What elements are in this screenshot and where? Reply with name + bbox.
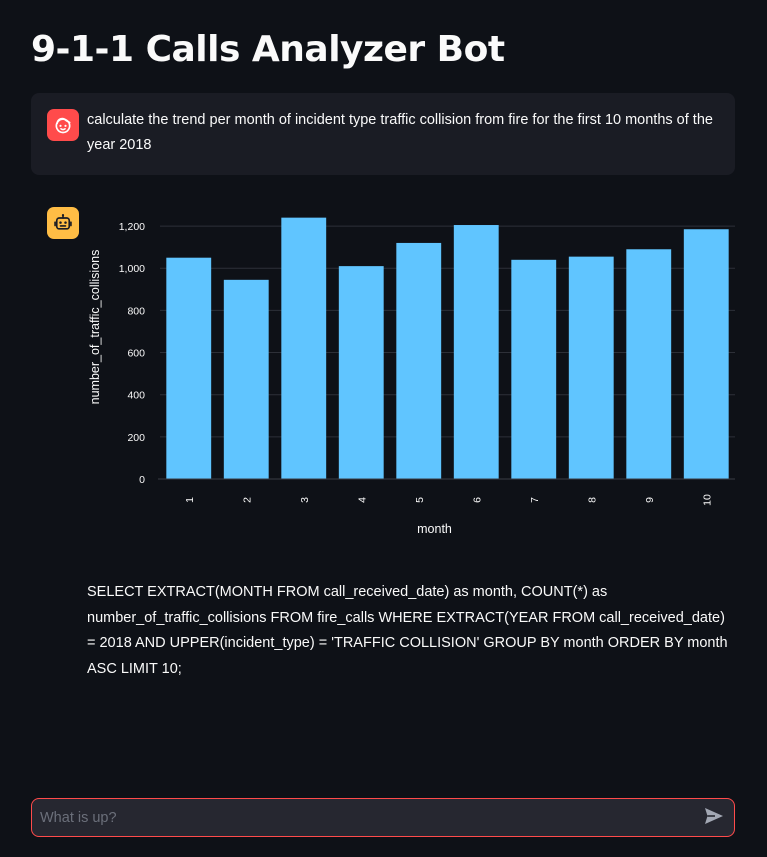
bar	[396, 242, 442, 479]
chat-input-container[interactable]	[31, 798, 735, 837]
user-message: calculate the trend per month of inciden…	[31, 93, 735, 175]
send-icon	[704, 807, 724, 830]
x-tick-label: 8	[586, 497, 598, 503]
y-tick-label: 0	[139, 474, 145, 486]
y-tick-label: 400	[127, 390, 145, 402]
sql-query-text: SELECT EXTRACT(MONTH FROM call_received_…	[87, 584, 728, 677]
x-tick-label: 1	[184, 497, 196, 503]
y-axis-title: number_of_traffic_collisions	[88, 250, 102, 405]
bar	[223, 279, 269, 479]
y-tick-label: 600	[127, 348, 145, 360]
y-tick-label: 200	[127, 432, 145, 444]
bar	[626, 249, 672, 479]
x-tick-label: 7	[529, 497, 541, 503]
bar	[166, 257, 212, 479]
x-tick-label: 2	[241, 497, 253, 503]
app-title: 9-1-1 Calls Analyzer Bot	[31, 29, 505, 70]
user-message-text: calculate the trend per month of inciden…	[87, 112, 713, 153]
chat-input[interactable]	[40, 799, 690, 836]
bar	[338, 266, 384, 479]
send-button[interactable]	[702, 806, 726, 830]
bar	[683, 229, 729, 479]
bar	[281, 217, 327, 479]
user-face-icon	[53, 115, 73, 135]
assistant-avatar	[47, 207, 79, 239]
x-tick-label: 3	[299, 497, 311, 503]
y-tick-label: 1,000	[119, 263, 145, 275]
robot-icon	[53, 213, 73, 233]
x-tick-label: 10	[701, 494, 713, 506]
y-tick-label: 800	[127, 305, 145, 317]
chart-container[interactable]: 0 200 400 600 800 1,000 1,200 1 2 3 4 5 6 7 8 9 10 month n…	[80, 205, 750, 550]
bar	[511, 259, 557, 479]
bar	[568, 256, 614, 479]
bar	[453, 225, 499, 479]
x-tick-label: 9	[644, 497, 656, 503]
y-tick-label: 1,200	[119, 221, 145, 233]
bar-chart[interactable]: 0 200 400 600 800 1,000 1,200 1 2 3 4 5 6 7 8 9 10 month n…	[80, 205, 750, 550]
user-avatar	[47, 109, 79, 141]
x-tick-label: 4	[356, 497, 368, 503]
x-axis-title: month	[417, 522, 452, 536]
x-tick-label: 5	[414, 497, 426, 503]
x-tick-label: 6	[471, 497, 483, 503]
